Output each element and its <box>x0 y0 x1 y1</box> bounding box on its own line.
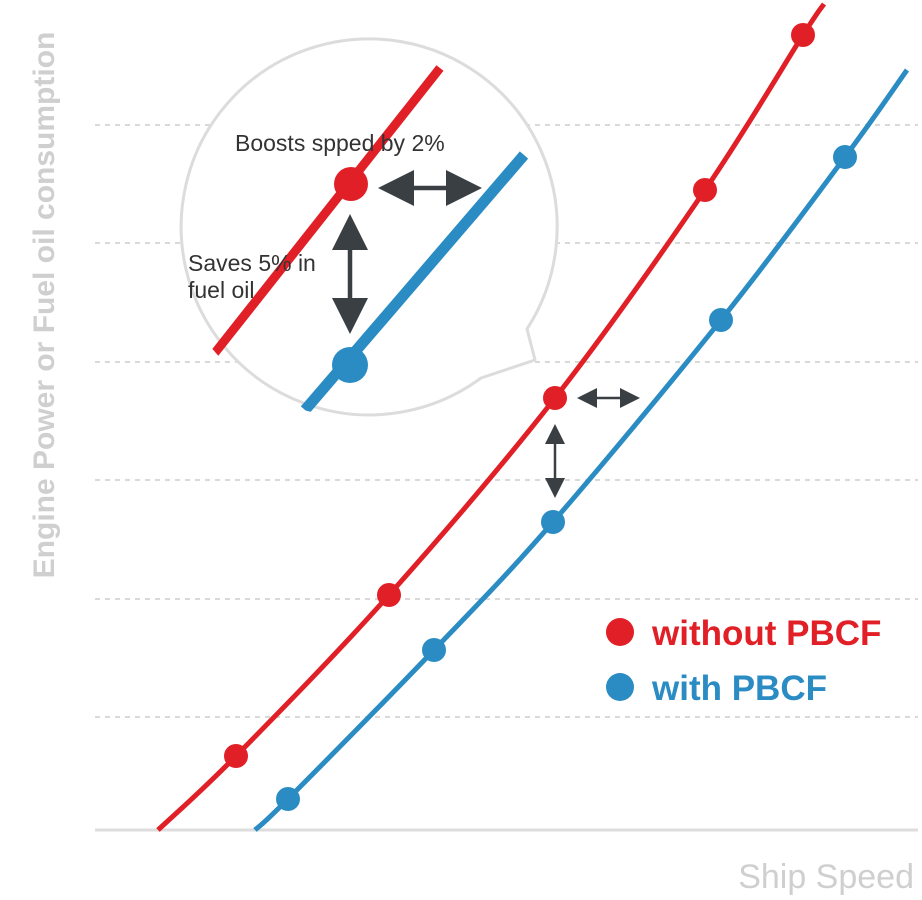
legend-label-without: without PBCF <box>651 614 881 653</box>
fuel-save-note-line2: fuel oil <box>188 277 254 303</box>
fuel-save-note-line1: Saves 5% in <box>188 250 316 276</box>
zoom-bubble <box>179 37 559 417</box>
point-without-pbcf-4 <box>693 178 717 202</box>
point-with-pbcf-5 <box>833 145 857 169</box>
series-lines <box>156 2 910 832</box>
y-axis-label: Engine Power or Fuel oil consumption <box>28 32 61 579</box>
point-without-pbcf-2 <box>377 583 401 607</box>
legend-label-with: with PBCF <box>651 669 827 708</box>
line-with-pbcf <box>253 68 910 832</box>
zoom-point-with <box>332 347 368 383</box>
point-with-pbcf-3 <box>541 510 565 534</box>
zoom-point-without <box>334 167 368 201</box>
line-without-pbcf <box>156 2 827 832</box>
zoom-line-without <box>210 65 444 357</box>
speed-boost-note: Boosts spped by 2% <box>235 130 445 156</box>
x-axis-label: Ship Speed <box>738 858 914 896</box>
point-without-pbcf-1 <box>224 744 248 768</box>
series-points <box>224 23 857 811</box>
legend-marker-without <box>606 618 634 646</box>
point-with-pbcf-2 <box>422 638 446 662</box>
point-without-pbcf-3 <box>543 386 567 410</box>
zoom-callout: Boosts spped by 2% Saves 5% in fuel oil <box>179 37 559 417</box>
legend: without PBCF with PBCF <box>606 614 881 708</box>
point-with-pbcf-1 <box>276 787 300 811</box>
point-with-pbcf-4 <box>709 308 733 332</box>
legend-marker-with <box>606 673 634 701</box>
point-without-pbcf-5 <box>791 23 815 47</box>
